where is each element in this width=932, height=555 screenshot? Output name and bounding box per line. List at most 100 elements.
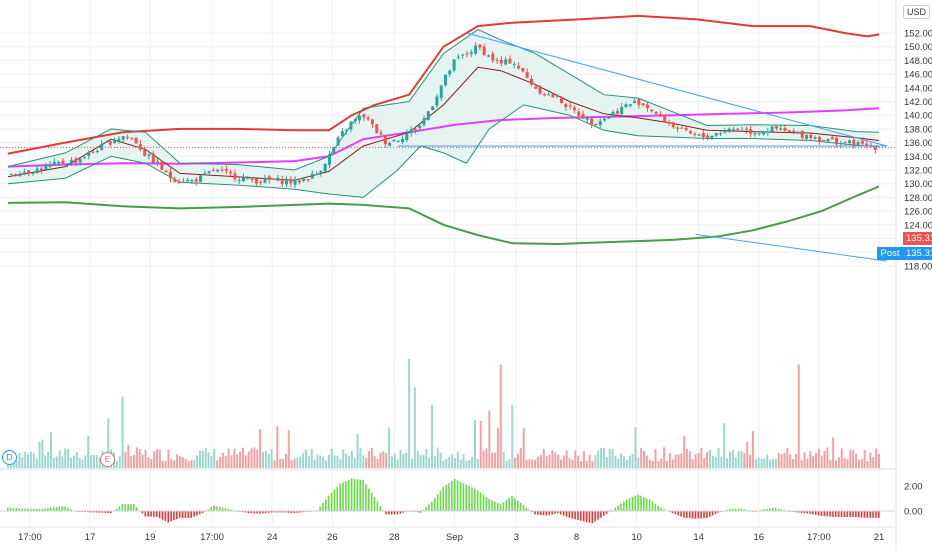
volume-bar [499,364,502,468]
volume-bar [522,427,525,468]
oscillator-bar [296,511,298,513]
volume-bar [740,450,743,468]
oscillator-bar [264,511,267,514]
volume-bar [591,460,594,468]
oscillator-bar [442,486,445,511]
candle-body [190,180,194,182]
oscillator-bar [173,511,175,521]
volume-bar [261,452,264,468]
candle-body [57,161,61,164]
volume-bar [368,451,371,468]
oscillator-bar [181,511,184,518]
volume-bar [809,451,812,468]
oscillator-bar [605,511,608,514]
candle-body [418,125,422,129]
candle-body [250,178,254,180]
oscillator-bar [740,508,743,511]
candle-body [315,173,319,175]
candle-body [95,150,99,152]
volume-bar [554,452,557,468]
volume-bar [542,448,545,468]
volume-bar [557,454,560,468]
earnings-marker[interactable]: E [100,452,115,467]
volume-bar [514,457,517,468]
volume-bar [875,448,878,468]
volume-bar [144,450,147,468]
oscillator-bar [178,511,181,518]
price-tick-label: 124.00 [904,220,932,231]
oscillator-bar [170,511,172,522]
volume-bar [580,461,583,468]
volume-bar [327,454,330,468]
candle-body [753,133,757,135]
volume-bar [419,454,422,468]
oscillator-bar [104,511,107,513]
volume-bar [800,460,803,468]
volume-bar [729,451,732,468]
oscillator-bar [528,509,531,511]
volume-bar [849,449,852,468]
oscillator-bar [376,501,379,511]
candle-body [431,106,435,111]
candle-body [650,109,654,112]
trendline-0 [466,32,888,147]
candle-body [529,78,533,85]
candle-body [422,118,426,125]
oscillator-bar [67,507,69,511]
candle-body [555,95,559,97]
volume-bar [193,459,196,468]
volume-bar [181,457,184,468]
volume-bar [219,456,222,468]
oscillator-bar [287,511,290,513]
oscillator-bar [580,511,582,521]
candle-body [160,161,164,170]
volume-bar [723,423,726,468]
oscillator-bar [674,511,677,515]
oscillator-bar [545,511,548,516]
volume-bar [508,459,511,468]
time-tick-label: 14 [693,532,704,543]
oscillator-bar [147,511,149,517]
volume-bar [476,458,479,468]
volume-bar [577,455,580,468]
oscillator-bar [872,511,874,518]
oscillator-bar [107,511,109,513]
oscillator-bar [224,508,227,511]
volume-bar [296,457,299,468]
oscillator-bar [161,511,164,520]
volume-bar [769,459,772,468]
volume-bar [717,447,720,468]
volume-bar [115,460,118,468]
volume-bar [264,450,267,468]
candle-body [186,179,190,182]
candle-body [809,134,813,139]
candle-body [138,144,142,150]
candle-body [805,135,809,139]
volume-bar [273,460,276,468]
oscillator-bar [207,509,210,511]
candle-body [538,87,542,94]
oscillator-bar [110,511,112,514]
oscillator-bar [333,489,336,511]
oscillator-bar [648,499,651,511]
oscillator-bar [52,507,55,511]
volume-bar [448,456,451,468]
candle-body [181,181,185,183]
candle-body [310,173,314,179]
oscillator-bar [568,511,571,518]
candle-body [465,53,469,55]
volume-bar [310,448,313,468]
volume-bar [425,448,428,468]
candle-body [259,181,263,183]
oscillator-bar [835,511,837,517]
currency-label[interactable]: USD [903,5,931,19]
dividend-marker[interactable]: D [2,450,17,465]
oscillator-bar [390,511,393,515]
oscillator-bar [663,509,665,511]
oscillator-bar [654,503,657,511]
candle-body [65,164,69,166]
volume-bar [64,448,67,468]
price-tick-label: 132.00 [904,166,932,177]
